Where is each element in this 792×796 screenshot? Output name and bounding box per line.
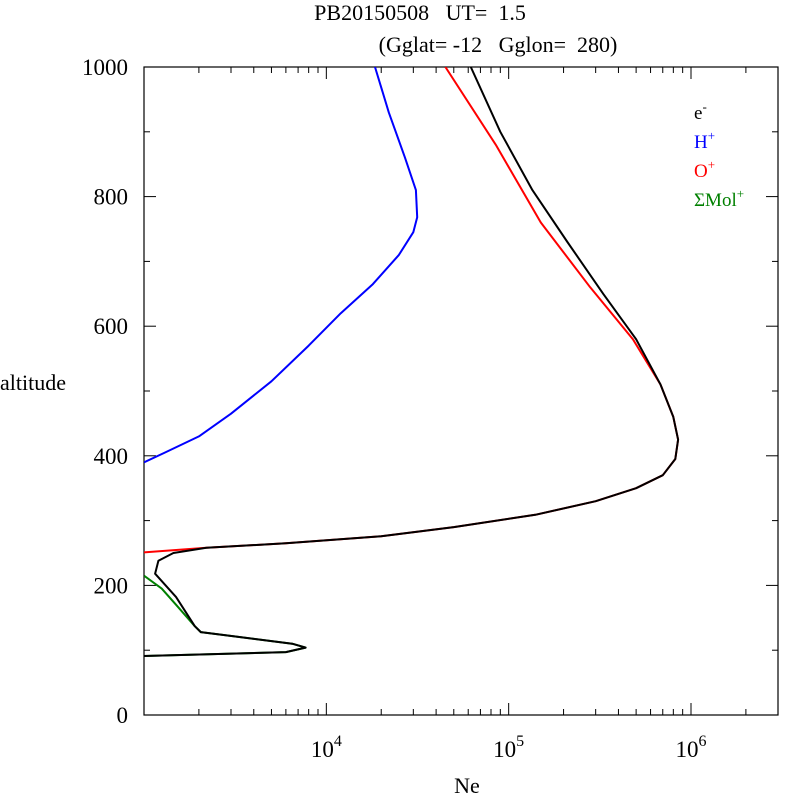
legend-entry: H+ (694, 128, 715, 153)
plot-area: 0 200 400 600 800 1000 104 105 106 (82, 55, 779, 762)
plot-frame (143, 66, 779, 716)
series-line-o (144, 67, 680, 554)
chart-title: PB20150508 UT= 1.5 (314, 0, 526, 25)
x-tick-label: 105 (493, 733, 524, 762)
y-tick-label: 200 (94, 573, 129, 598)
y-tick-label: 400 (94, 444, 129, 469)
legend-entry: ΣMol+ (694, 186, 744, 211)
y-axis-label: altitude (0, 370, 66, 395)
x-tick-label: 104 (311, 733, 342, 762)
legend-entry: O+ (694, 157, 715, 182)
y-tick-label: 0 (117, 703, 129, 728)
chart-subtitle: (Gglat= -12 Gglon= 280) (379, 32, 618, 57)
legend-entry: e- (694, 99, 707, 124)
legend: e- H+ O+ ΣMol+ (694, 99, 744, 211)
y-tick-label: 1000 (82, 55, 128, 80)
y-tick-label: 800 (94, 185, 129, 210)
series-line-h (144, 67, 419, 464)
x-axis-label: Ne (454, 773, 480, 796)
series-line-e (144, 67, 680, 657)
y-tick-label: 600 (94, 314, 129, 339)
x-tick-label: 106 (676, 733, 707, 762)
